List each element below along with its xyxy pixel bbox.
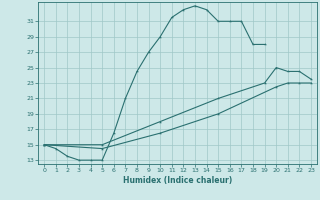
X-axis label: Humidex (Indice chaleur): Humidex (Indice chaleur) xyxy=(123,176,232,185)
